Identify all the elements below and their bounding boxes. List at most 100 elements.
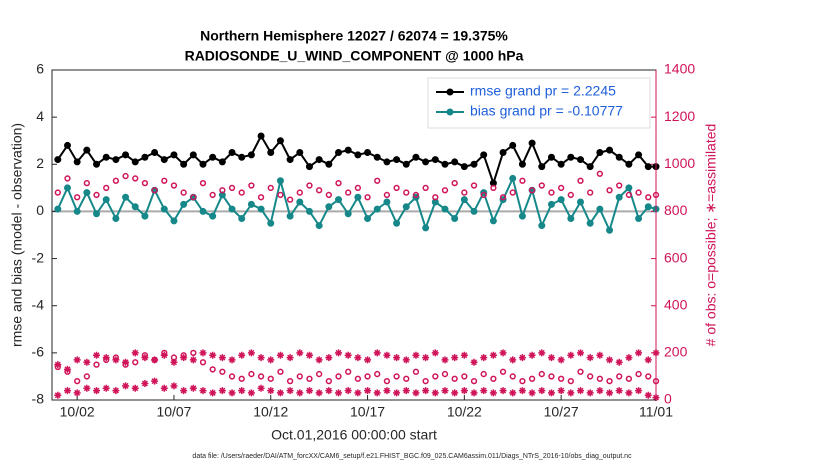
marker [587,189,594,196]
marker [412,389,420,397]
marker [151,187,158,194]
marker [432,194,439,201]
marker [257,354,265,362]
marker [489,217,497,225]
marker [528,389,536,397]
marker [199,359,207,366]
marker [518,160,526,168]
marker [112,387,120,395]
y-tick-label: 4 [36,108,44,124]
marker [160,156,168,164]
marker [325,191,332,199]
x-tick-label: 10/07 [156,404,191,420]
marker [548,189,555,196]
marker [644,163,652,171]
marker [451,179,458,187]
marker [335,373,342,380]
marker [305,163,313,171]
legend-label: rmse grand pr = 2.2245 [470,83,616,99]
marker [325,377,332,385]
marker [286,377,294,385]
marker [616,373,623,380]
marker [499,368,507,375]
marker [354,375,362,382]
marker [305,207,313,215]
marker [103,184,110,192]
marker [441,205,449,213]
marker [151,356,159,364]
marker [499,387,507,395]
marker [422,158,430,166]
marker [180,352,187,359]
marker [557,160,565,168]
marker [470,182,478,189]
marker [64,368,71,375]
marker [606,226,614,234]
marker [54,363,61,371]
marker [577,177,584,184]
marker [567,191,574,199]
marker [557,184,565,192]
marker [209,212,217,220]
marker [93,160,101,168]
marker [528,139,536,147]
marker [54,156,62,164]
marker [54,391,62,399]
marker [441,187,449,194]
marker [616,182,623,189]
y-tick-label: -6 [32,344,45,360]
marker [441,387,449,395]
marker [296,349,304,357]
marker [248,370,255,378]
x-tick-label: 10/27 [544,404,579,420]
marker [451,215,459,222]
marker [335,149,343,156]
marker [199,179,207,187]
marker [83,146,91,154]
marker [461,189,468,196]
marker [538,163,546,171]
marker [393,389,401,397]
legend-box [427,77,651,129]
marker [470,377,478,385]
marker [596,205,604,213]
marker [446,88,454,96]
marker [131,203,139,211]
marker [83,189,91,197]
marker [132,175,139,182]
marker [248,182,255,189]
marker [238,215,246,222]
marker [305,387,313,395]
marker [83,179,90,187]
marker [276,389,284,397]
marker [122,361,129,368]
marker [151,377,159,385]
marker [625,191,633,199]
marker [645,194,652,201]
marker [596,170,604,177]
marker [480,151,488,159]
marker [180,160,188,168]
marker [586,354,594,362]
marker [538,387,546,395]
marker [335,349,343,357]
marker [460,163,468,171]
marker [64,175,71,182]
marker [267,375,274,382]
marker [586,389,594,397]
marker [557,375,565,382]
marker [538,182,545,189]
marker [557,196,565,204]
marker [247,151,255,159]
marker [93,361,100,368]
chart-title: Northern Hemisphere 12027 / 62074 = 19.3… [200,28,508,44]
marker [344,210,352,218]
marker [209,153,217,161]
marker [354,184,362,192]
marker [518,354,526,362]
marker [315,156,323,164]
marker [451,158,459,166]
marker [122,172,129,180]
marker [364,387,372,395]
